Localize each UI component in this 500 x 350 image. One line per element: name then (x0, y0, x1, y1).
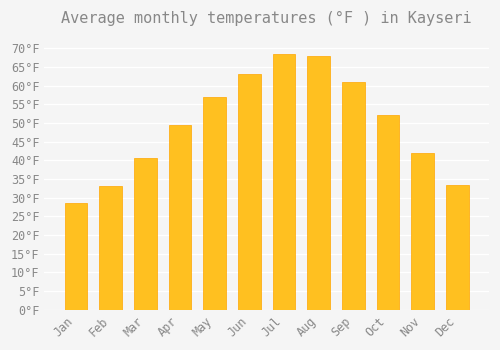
Bar (272, 54, 295, 310)
Bar (100, 187, 122, 310)
Bar (64, 203, 87, 310)
Bar (342, 82, 364, 310)
Bar (168, 125, 192, 310)
Bar (204, 97, 226, 310)
Bar (308, 56, 330, 310)
Bar (377, 116, 400, 310)
Bar (446, 184, 468, 310)
Title: Average monthly temperatures (°F ) in Kayseri: Average monthly temperatures (°F ) in Ka… (62, 11, 472, 26)
Bar (238, 74, 260, 310)
Bar (412, 153, 434, 310)
Bar (134, 159, 156, 310)
